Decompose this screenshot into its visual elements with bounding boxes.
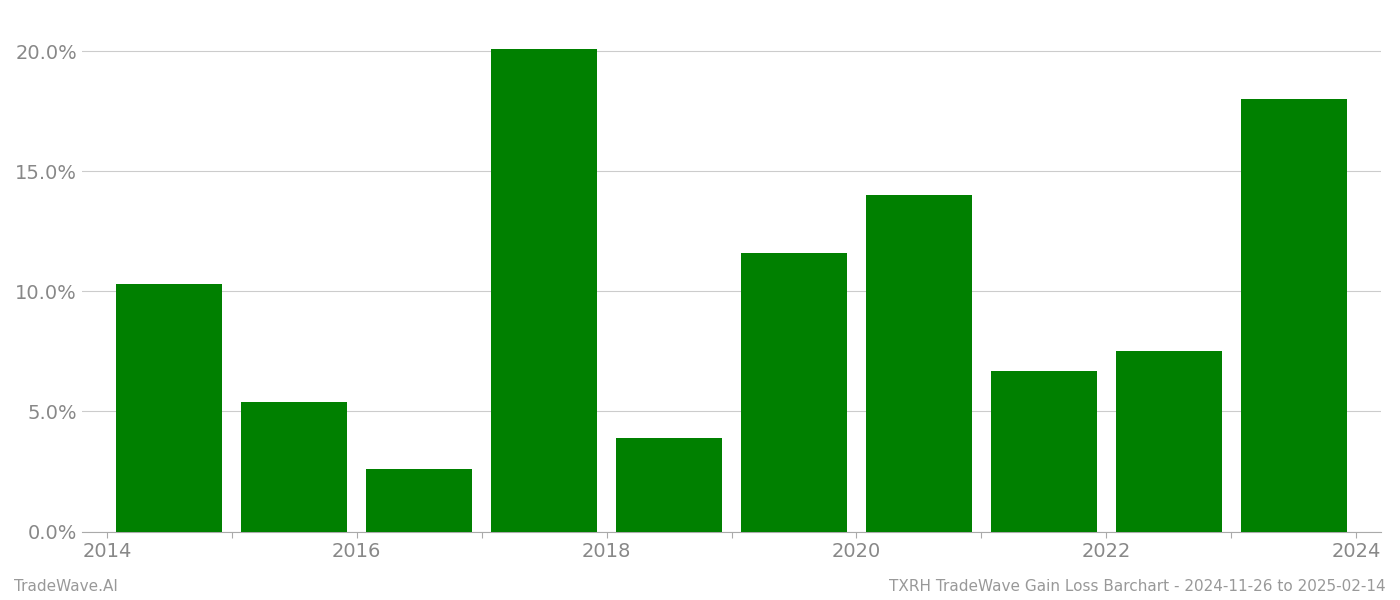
Bar (1116, 352, 1222, 532)
Bar (116, 284, 223, 532)
Bar (491, 49, 598, 532)
Bar (616, 438, 722, 532)
Text: TradeWave.AI: TradeWave.AI (14, 579, 118, 594)
Bar (741, 253, 847, 532)
Bar (241, 402, 347, 532)
Text: TXRH TradeWave Gain Loss Barchart - 2024-11-26 to 2025-02-14: TXRH TradeWave Gain Loss Barchart - 2024… (889, 579, 1386, 594)
Bar (991, 371, 1098, 532)
Bar (865, 195, 972, 532)
Bar (365, 469, 472, 532)
Bar (1240, 99, 1347, 532)
